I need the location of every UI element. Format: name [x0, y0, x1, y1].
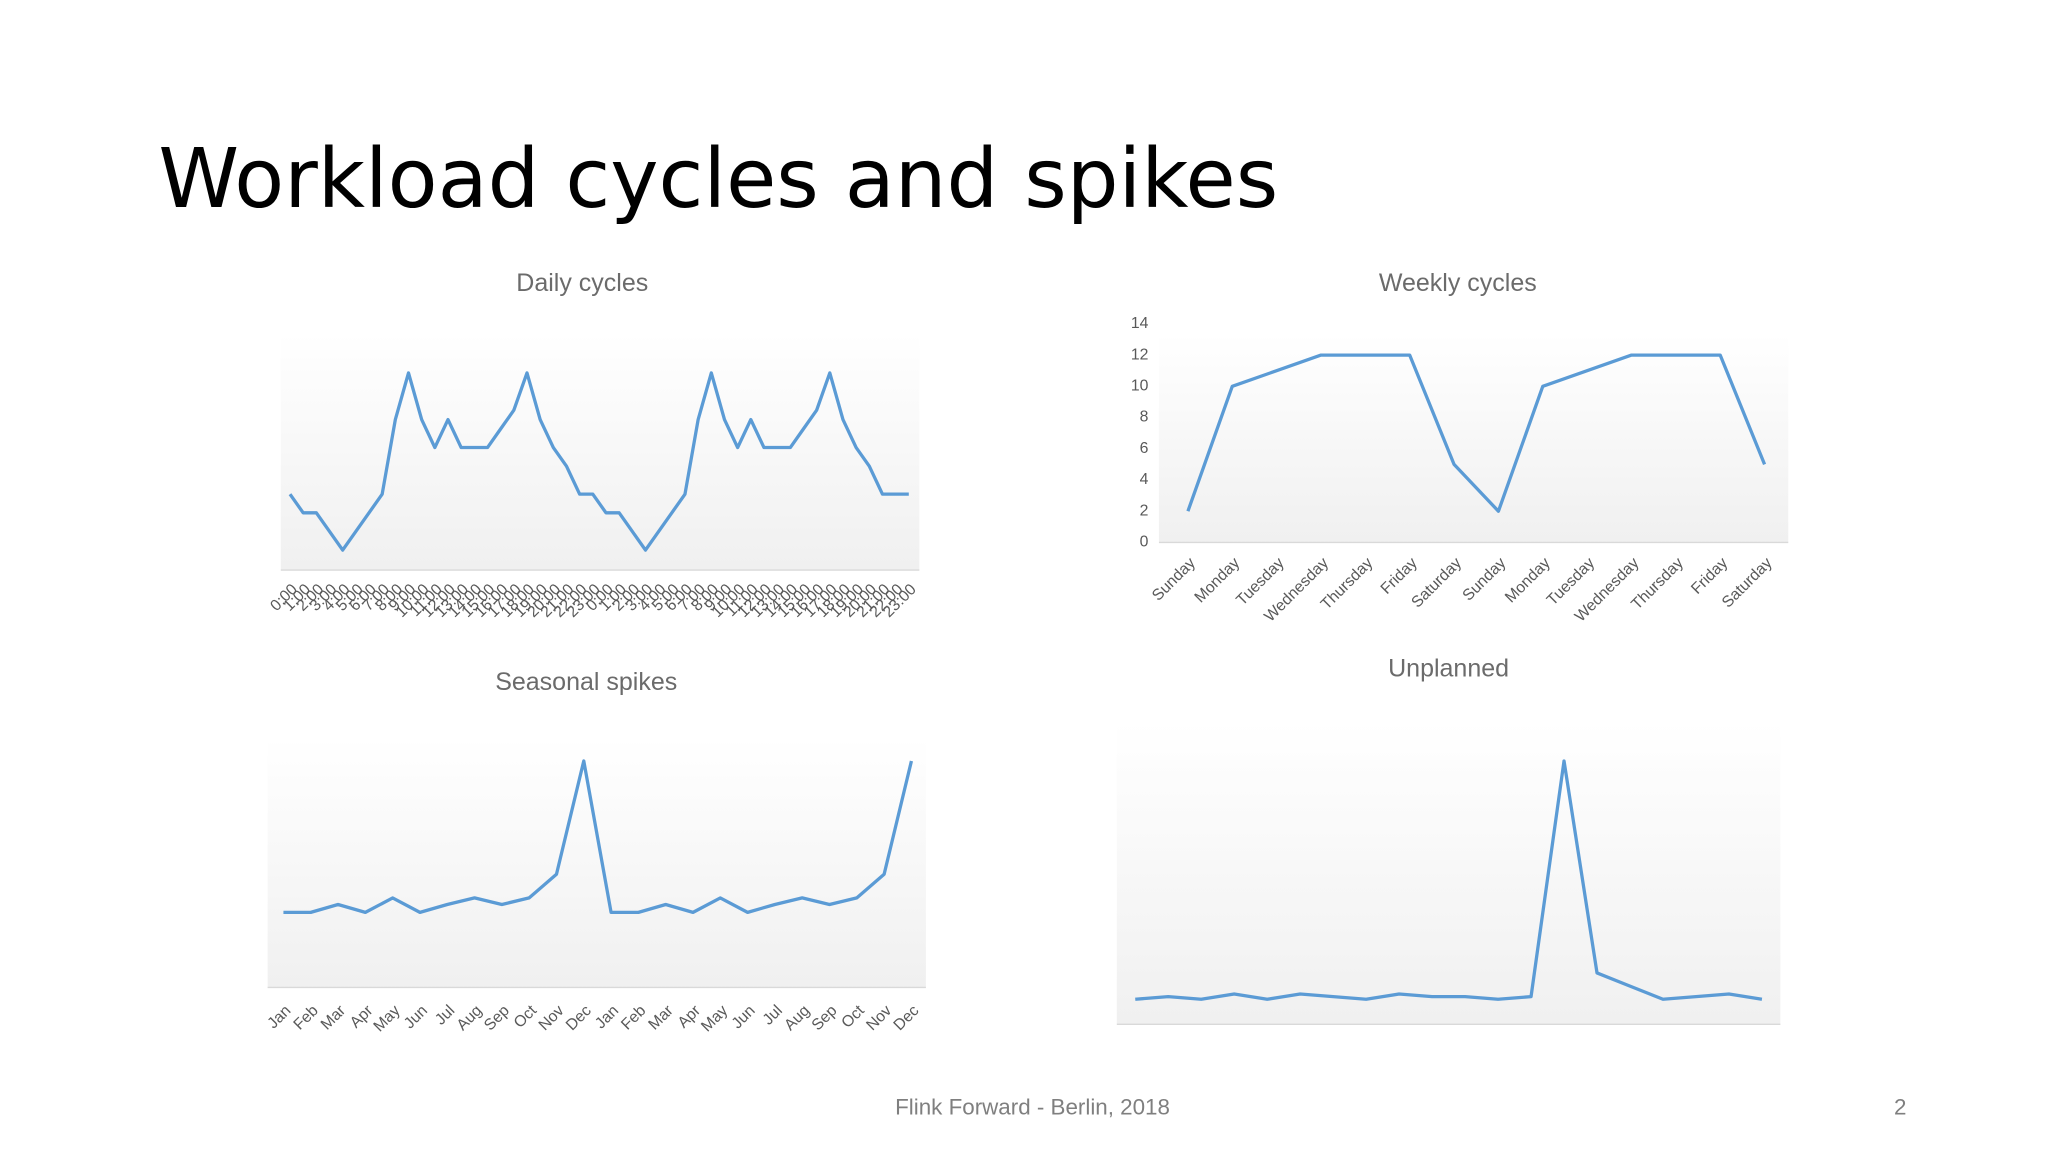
chart-title: Seasonal spikes	[495, 668, 677, 696]
x-tick-label: Jan	[592, 1002, 622, 1032]
line-series	[1135, 759, 1763, 1001]
line-series	[288, 371, 909, 552]
x-tick-label: Dec	[891, 1002, 923, 1034]
x-tick-label: Dec	[563, 1002, 595, 1034]
y-tick-label: 6	[1140, 440, 1149, 457]
y-tick-label: 2	[1140, 502, 1149, 519]
plot-area	[1116, 721, 1781, 1025]
y-tick-label: 0	[1140, 534, 1149, 551]
plot-area	[267, 737, 926, 988]
x-tick-label: Feb	[291, 1002, 322, 1033]
y-tick-label: 14	[1131, 315, 1149, 332]
chart-title: Weekly cycles	[1379, 269, 1537, 297]
x-tick-label: Nov	[863, 1002, 895, 1034]
y-tick-label: 10	[1131, 377, 1149, 394]
x-tick-label: Mar	[645, 1002, 676, 1033]
x-tick-label: Sunday	[1149, 555, 1199, 605]
page-number: 2	[1894, 1094, 1906, 1119]
y-tick-label: 8	[1140, 409, 1149, 426]
x-tick-label: Aug	[454, 1002, 486, 1034]
x-tick-label: Friday	[1378, 555, 1421, 598]
slide-title: Workload cycles and spikes	[158, 132, 1278, 227]
x-tick-label: May	[371, 1002, 404, 1035]
x-tick-label: Oct	[838, 1002, 868, 1032]
x-tick-label: Feb	[618, 1002, 649, 1033]
x-tick-label: Jul	[432, 1002, 458, 1028]
x-tick-label: Nov	[536, 1002, 568, 1034]
x-tick-label: Jan	[264, 1002, 294, 1032]
line-series	[1186, 353, 1767, 513]
x-tick-label: Apr	[675, 1002, 704, 1031]
x-tick-label: Apr	[347, 1002, 376, 1031]
x-tick-label: Jun	[729, 1002, 759, 1032]
x-tick-label: Friday	[1688, 555, 1731, 598]
x-tick-label: Oct	[511, 1002, 541, 1032]
x-tick-label: Jun	[401, 1002, 431, 1032]
y-tick-label: 12	[1131, 346, 1149, 363]
chart-title: Unplanned	[1388, 655, 1509, 683]
plot-area	[1158, 333, 1789, 543]
x-tick-label: Jul	[760, 1002, 786, 1028]
x-tick-label: Sunday	[1460, 555, 1510, 605]
y-tick-label: 4	[1140, 471, 1149, 488]
x-tick-label: Sep	[809, 1002, 841, 1034]
x-tick-label: Mar	[318, 1002, 349, 1033]
chart-title: Daily cycles	[516, 269, 648, 297]
plot-area	[280, 333, 920, 571]
line-series	[283, 759, 914, 915]
x-tick-label: Aug	[781, 1002, 813, 1034]
x-tick-label: Sep	[481, 1002, 513, 1034]
x-tick-label: May	[698, 1002, 731, 1035]
footer: Flink Forward - Berlin, 2018	[895, 1094, 1170, 1119]
